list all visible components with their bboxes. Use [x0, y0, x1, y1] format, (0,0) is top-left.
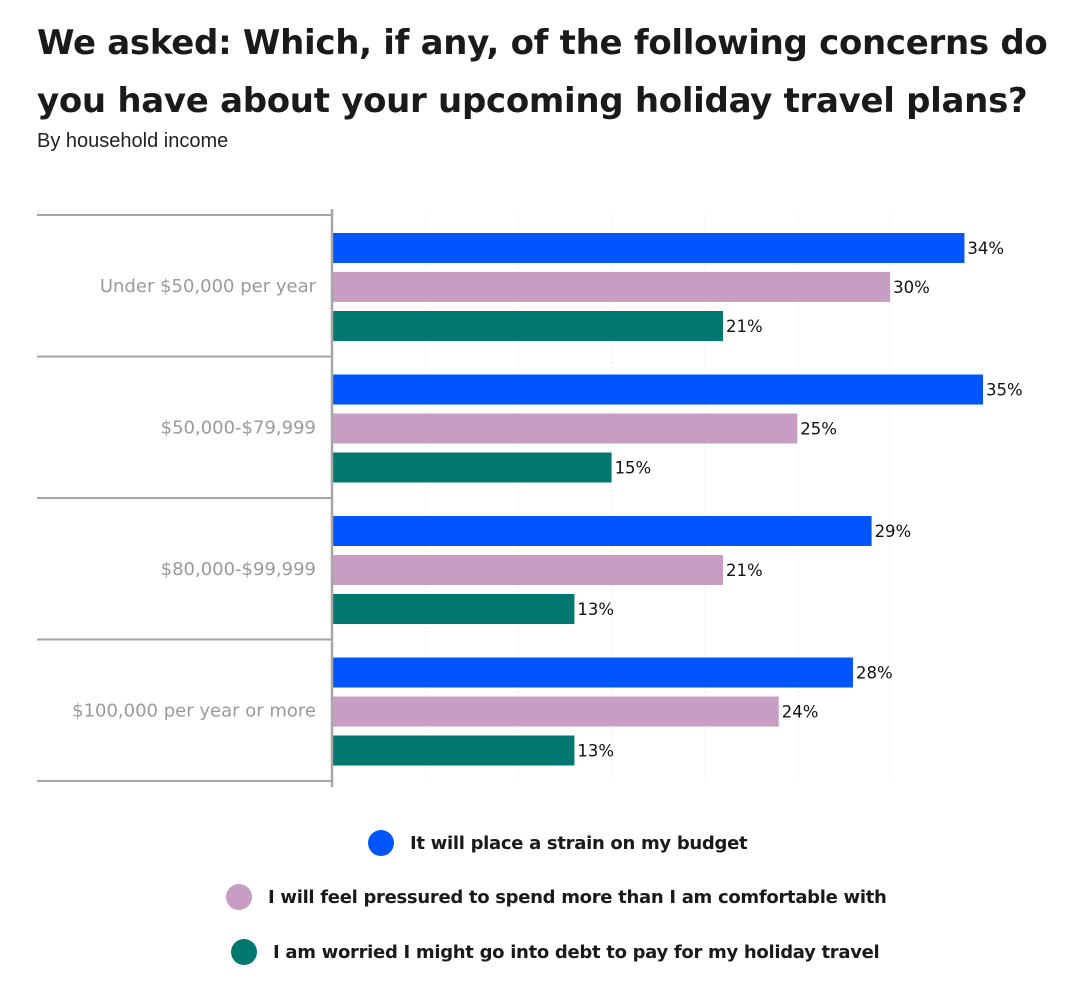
chart-subtitle: By household income	[37, 130, 229, 152]
legend-label: I am worried I might go into debt to pay…	[273, 941, 880, 963]
value-label: 30%	[893, 278, 930, 297]
category-label: Under $50,000 per year	[100, 276, 317, 297]
bar	[333, 657, 853, 688]
bar	[333, 233, 965, 263]
legend-swatch-icon	[368, 830, 394, 856]
bar	[333, 555, 723, 585]
legend-item-budget-strain: It will place a strain on my budget	[368, 830, 748, 856]
value-label: 24%	[782, 703, 819, 722]
bar	[333, 696, 779, 727]
legend-item-pressured-to-spend: I will feel pressured to spend more than…	[226, 884, 887, 910]
value-label: 13%	[577, 742, 614, 761]
value-label: 34%	[967, 239, 1004, 258]
legend-label: It will place a strain on my budget	[410, 832, 748, 854]
value-label: 29%	[875, 522, 912, 541]
value-label: 15%	[615, 459, 652, 478]
chart-title: We asked: Which, if any, of the followin…	[37, 23, 1048, 121]
value-label: 13%	[577, 600, 614, 619]
category-label: $50,000-$79,999	[161, 417, 316, 438]
bar	[333, 452, 612, 483]
value-label: 21%	[726, 561, 763, 580]
bar	[333, 594, 575, 624]
bar	[333, 374, 983, 405]
value-label: 35%	[986, 381, 1023, 400]
category-label: $80,000-$99,999	[161, 559, 316, 580]
value-label: 28%	[856, 664, 893, 683]
bar	[333, 311, 723, 341]
legend-swatch-icon	[226, 884, 252, 910]
legend-swatch-icon	[231, 939, 257, 965]
bar	[333, 272, 891, 302]
bar	[333, 516, 872, 546]
legend-label: I will feel pressured to spend more than…	[268, 886, 887, 908]
value-label: 25%	[800, 420, 837, 439]
legend-item-debt-worry: I am worried I might go into debt to pay…	[231, 939, 880, 965]
bar	[333, 735, 575, 766]
bar	[333, 413, 798, 444]
value-label: 21%	[726, 317, 763, 336]
category-label: $100,000 per year or more	[72, 700, 316, 721]
